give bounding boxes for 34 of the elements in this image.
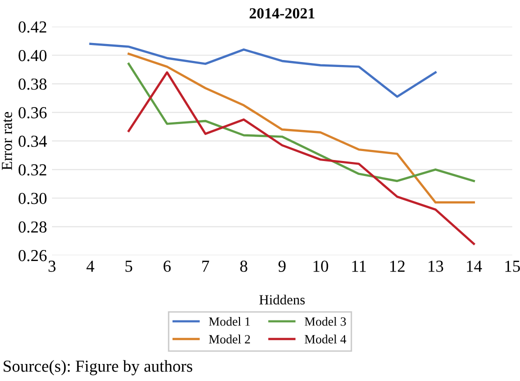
x-tick-label: 4: [86, 260, 94, 272]
x-tick-label: 15: [505, 260, 520, 272]
x-tick-label: 13: [428, 260, 444, 272]
y-tick-label: 0.42: [18, 21, 46, 33]
x-tick-label: 14: [466, 260, 482, 272]
x-tick-label: 12: [390, 260, 405, 272]
x-tick-label: 7: [202, 260, 210, 272]
y-tick-label: 0.28: [18, 221, 47, 233]
legend-label: Model 3: [304, 317, 346, 326]
y-tick-label: 0.26: [18, 250, 47, 262]
x-axis-title: Hiddens: [259, 294, 305, 304]
x-tick-label: 10: [314, 260, 328, 272]
legend-label: Model 4: [304, 334, 346, 344]
x-tick-label: 11: [352, 260, 366, 272]
chart-title: 2014-2021: [250, 8, 314, 18]
x-tick-label: 8: [240, 260, 248, 272]
y-tick-label: 0.32: [18, 164, 46, 176]
line-series: [89, 42, 437, 98]
x-tick-label: 9: [278, 260, 286, 272]
y-tick-label: 0.34: [18, 136, 47, 147]
legend-label: Model 1: [208, 317, 250, 326]
y-tick-label: 0.40: [18, 50, 47, 62]
y-tick-label: 0.36: [18, 107, 47, 118]
y-tick-label: 0.38: [18, 78, 47, 90]
y-axis-title: Error rate: [2, 112, 12, 170]
x-tick-label: 6: [164, 260, 171, 272]
y-tick-label: 0.30: [18, 192, 47, 204]
source-note: Source(s): Figure by authors: [4, 360, 192, 376]
line-series: [128, 62, 475, 182]
legend-label: Model 2: [208, 334, 250, 344]
line-series: [128, 52, 475, 204]
x-tick-label: 3: [48, 260, 56, 272]
line-series: [128, 71, 475, 245]
x-tick-label: 5: [126, 260, 132, 272]
